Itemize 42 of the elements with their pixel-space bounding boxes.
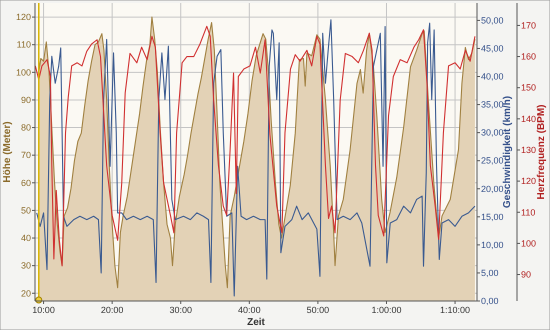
y3-tick-label: 100 <box>521 238 536 248</box>
y-tick-label: 30 <box>20 260 31 271</box>
y-tick-label: 120 <box>16 12 31 22</box>
y-tick-label: 70 <box>20 150 31 160</box>
x-tick-label: 1:10:00 <box>440 305 470 315</box>
y3-tick-label: 110 <box>521 207 536 218</box>
y2-tick-label: 5,00 <box>481 268 499 278</box>
x-axis-title: Zeit <box>247 317 266 328</box>
x-tick-label: 20:00 <box>100 305 124 315</box>
y3-tick-label: 170 <box>521 20 536 30</box>
y-tick-label: 110 <box>16 40 31 50</box>
y2-tick-label: 0,00 <box>481 296 499 306</box>
y2-tick-label: 35,00 <box>481 100 504 110</box>
y-tick-label: 40 <box>20 233 31 244</box>
x-tick-label: 30:00 <box>169 305 192 315</box>
y2-tick-label: 15,00 <box>481 212 504 222</box>
y3-tick-label: 120 <box>521 176 536 186</box>
y3-tick-label: 130 <box>521 144 536 155</box>
y2-tick-label: 30,00 <box>481 128 504 138</box>
y-tick-label: 100 <box>16 67 31 78</box>
y2-axis-title: Geschwindigkeit (km/h) <box>502 96 513 208</box>
y2-tick-label: 50,00 <box>481 15 504 26</box>
y2-tick-label: 45,00 <box>481 43 504 54</box>
y3-tick-label: 140 <box>521 114 536 124</box>
y-tick-label: 90 <box>20 94 31 105</box>
x-tick-label: 40:00 <box>238 305 261 315</box>
y-tick-label: 20 <box>20 288 31 298</box>
y2-tick-label: 10,00 <box>481 240 504 250</box>
y-tick-label: 60 <box>20 178 31 188</box>
y2-tick-label: 25,00 <box>481 156 504 166</box>
x-tick-label: 50:00 <box>306 305 330 315</box>
y-tick-label: 50 <box>20 205 31 216</box>
x-tick-label: 10:00 <box>32 305 55 315</box>
y3-tick-label: 160 <box>521 52 536 62</box>
y-axis-title: Höhe (Meter) <box>2 121 13 183</box>
y2-tick-label: 20,00 <box>481 184 504 194</box>
y-tick-label: 80 <box>20 122 31 133</box>
x-tick-label: 1:00:00 <box>371 305 402 315</box>
y3-tick-label: 90 <box>521 270 532 280</box>
y3-axis-title: Herzfrequenz (BPM) <box>536 104 547 200</box>
y3-tick-label: 150 <box>521 82 536 93</box>
y2-tick-label: 40,00 <box>481 72 504 82</box>
